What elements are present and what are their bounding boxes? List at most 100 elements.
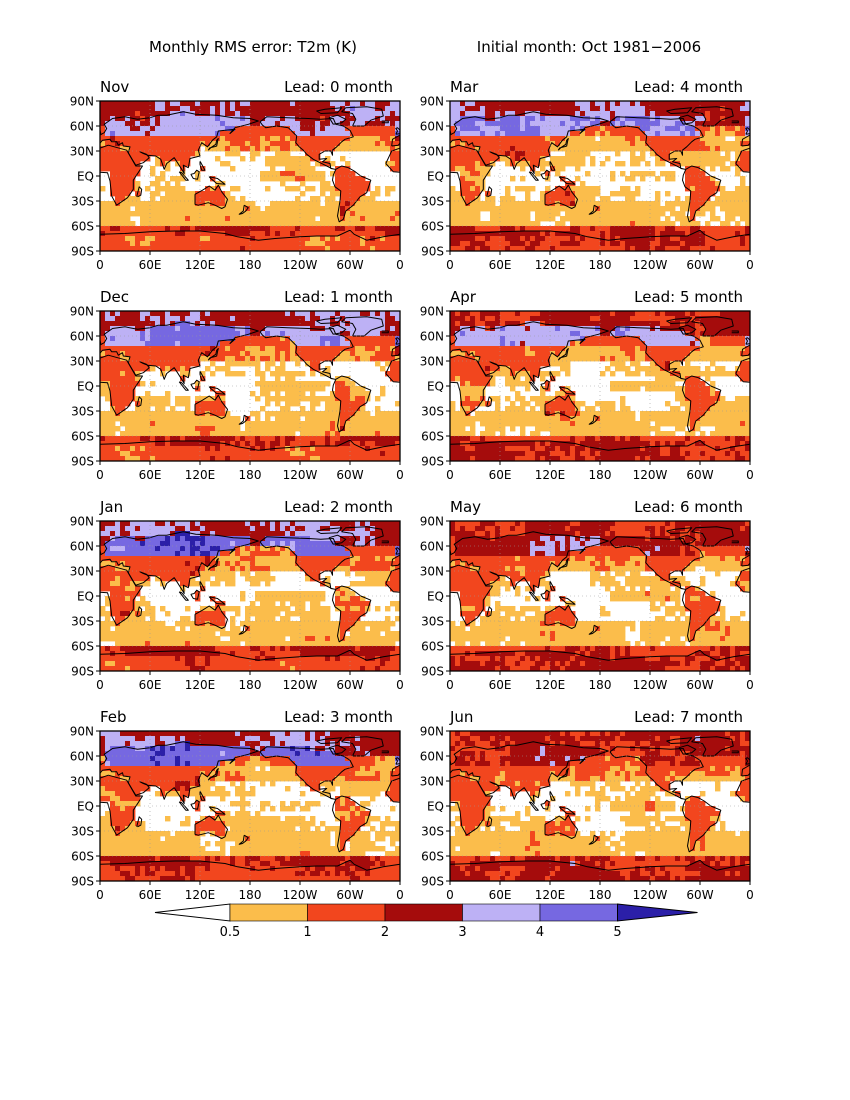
lon-tick-label: 120E	[185, 888, 216, 902]
figure-title-right: Initial month: Oct 1981−2006	[477, 38, 701, 56]
lon-tick-label: 120E	[535, 258, 566, 272]
graticule	[450, 311, 750, 461]
lat-tick-label: 30S	[421, 405, 444, 419]
lat-tick-label: 60S	[421, 640, 444, 654]
lon-tick-label: 0	[96, 888, 104, 902]
lon-tick-label: 120W	[283, 468, 318, 482]
lat-tick-label: EQ	[77, 590, 94, 604]
panel-month-label: Jan	[99, 498, 123, 516]
lon-tick-label: 0	[396, 678, 404, 692]
lat-tick-label: 60N	[420, 330, 444, 344]
lon-tick-label: 180	[239, 258, 262, 272]
lon-tick-label: 60W	[686, 468, 713, 482]
colorbar-tick-label: 1	[303, 925, 311, 940]
lon-tick-label: 60W	[336, 888, 363, 902]
error-field	[450, 101, 750, 251]
coastlines	[100, 316, 400, 461]
lat-tick-label: 90N	[70, 725, 94, 739]
lon-tick-label: 60E	[139, 678, 162, 692]
colorbar-segment	[462, 903, 541, 922]
lon-tick-label: 120W	[633, 888, 668, 902]
coastlines	[450, 736, 750, 881]
lon-tick-label: 120W	[633, 468, 668, 482]
panel-lead-label: Lead: 7 month	[634, 708, 743, 726]
lon-tick-label: 60W	[336, 468, 363, 482]
coastlines	[450, 316, 750, 461]
lat-tick-label: 90N	[70, 95, 94, 109]
lat-tick-label: 60N	[70, 750, 94, 764]
panel-month-label: May	[450, 498, 481, 516]
lat-tick-label: 30S	[71, 195, 94, 209]
lat-tick-label: 30S	[421, 825, 444, 839]
panel-lead-label: Lead: 3 month	[284, 708, 393, 726]
lon-tick-label: 60E	[139, 468, 162, 482]
lon-tick-label: 60W	[336, 678, 363, 692]
lat-tick-label: 90S	[421, 665, 444, 679]
panel-lead-label: Lead: 2 month	[284, 498, 393, 516]
panel-month-label: Mar	[450, 78, 479, 96]
panel-month-label: Dec	[100, 288, 129, 306]
lat-tick-label: 30N	[420, 565, 444, 579]
lat-tick-label: 90S	[71, 875, 94, 889]
lon-tick-label: 0	[96, 258, 104, 272]
colorbar-tick-label: 2	[381, 925, 389, 940]
lon-tick-label: 180	[239, 468, 262, 482]
lon-tick-label: 120E	[535, 888, 566, 902]
colorbar-segment	[384, 903, 463, 922]
lon-tick-label: 0	[396, 468, 404, 482]
lon-tick-label: 0	[746, 258, 754, 272]
lat-tick-label: 30N	[70, 145, 94, 159]
lat-tick-label: 30S	[71, 615, 94, 629]
colorbar-segment	[539, 903, 618, 922]
colorbar-tick-label: 0.5	[220, 925, 241, 940]
lon-tick-label: 0	[396, 258, 404, 272]
lat-tick-label: 90N	[420, 95, 444, 109]
lat-tick-label: EQ	[77, 800, 94, 814]
coastlines	[100, 736, 400, 881]
lat-tick-label: 90N	[70, 515, 94, 529]
colorbar-segment	[154, 903, 231, 922]
panel-lead-label: Lead: 0 month	[284, 78, 393, 96]
lat-tick-label: EQ	[427, 590, 444, 604]
panel-lead-label: Lead: 4 month	[634, 78, 743, 96]
panel-month-label: Apr	[450, 288, 477, 306]
lat-tick-label: 90N	[70, 305, 94, 319]
graticule	[450, 731, 750, 881]
lat-tick-label: 60S	[421, 430, 444, 444]
lon-tick-label: 60E	[139, 888, 162, 902]
lon-tick-label: 60W	[686, 678, 713, 692]
lat-tick-label: 30N	[70, 565, 94, 579]
lat-tick-label: 60S	[71, 220, 94, 234]
lat-tick-label: 60N	[70, 330, 94, 344]
colorbar-tick-label: 3	[458, 925, 466, 940]
colorbar-segment	[229, 903, 308, 922]
lat-tick-label: EQ	[77, 170, 94, 184]
lon-tick-label: 180	[589, 678, 612, 692]
graticule	[450, 101, 750, 251]
lat-tick-label: 90S	[421, 245, 444, 259]
lat-tick-label: EQ	[77, 380, 94, 394]
lon-tick-label: 60W	[686, 258, 713, 272]
lat-tick-label: 60S	[71, 430, 94, 444]
error-field	[450, 731, 750, 881]
error-field	[100, 521, 400, 671]
graticule	[100, 731, 400, 881]
lon-tick-label: 180	[589, 888, 612, 902]
error-field	[450, 311, 750, 461]
lon-tick-label: 120E	[185, 678, 216, 692]
lon-tick-label: 0	[96, 468, 104, 482]
lat-tick-label: 90S	[71, 665, 94, 679]
